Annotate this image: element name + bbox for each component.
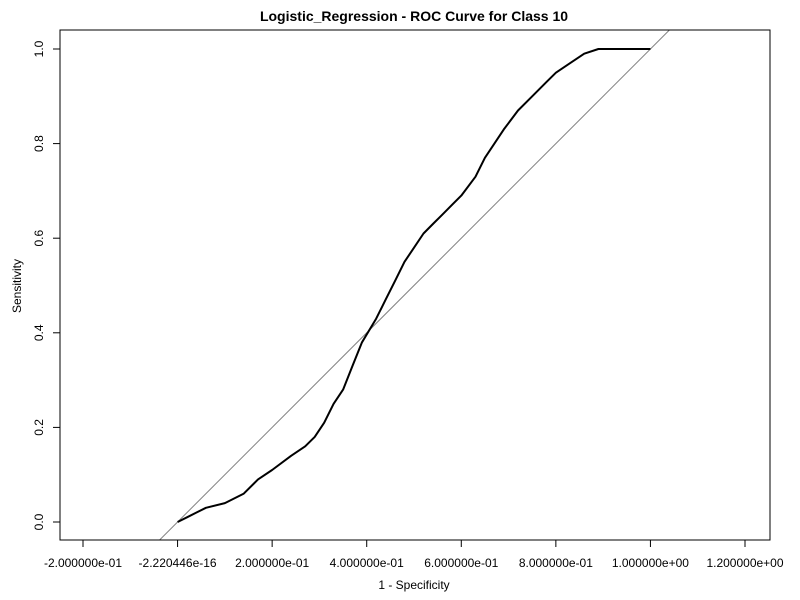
x-tick-label: -2.000000e-01 <box>44 556 122 570</box>
y-tick-label: 1.0 <box>32 40 46 57</box>
x-tick-label: -2.220446e-16 <box>139 556 217 570</box>
x-tick-label: 2.000000e-01 <box>235 556 309 570</box>
x-tick-label: 8.000000e-01 <box>519 556 593 570</box>
x-tick-label: 6.000000e-01 <box>424 556 498 570</box>
x-tick-label: 4.000000e-01 <box>330 556 404 570</box>
y-axis-label: Sensitivity <box>10 259 24 313</box>
x-tick-label: 1.200000e+00 <box>706 556 783 570</box>
diagonal-reference-line <box>158 30 671 540</box>
y-tick-label: 0.6 <box>32 230 46 247</box>
y-tick-label: 0.4 <box>32 324 46 341</box>
y-tick-label: 0.8 <box>32 135 46 152</box>
y-tick-label: 0.2 <box>32 419 46 436</box>
x-axis-label: 1 - Specificity <box>378 578 449 592</box>
roc-curve <box>177 48 651 523</box>
chart-title: Logistic_Regression - ROC Curve for Clas… <box>260 8 568 24</box>
x-axis: -2.000000e-01 -2.220446e-16 2.000000e-01 4.… <box>44 539 784 570</box>
plot-content <box>158 30 671 540</box>
y-axis: 0.0 0.2 0.4 0.6 0.8 1.0 <box>32 40 61 530</box>
y-tick-label: 0.0 <box>32 513 46 530</box>
x-tick-label: 1.000000e+00 <box>612 556 689 570</box>
